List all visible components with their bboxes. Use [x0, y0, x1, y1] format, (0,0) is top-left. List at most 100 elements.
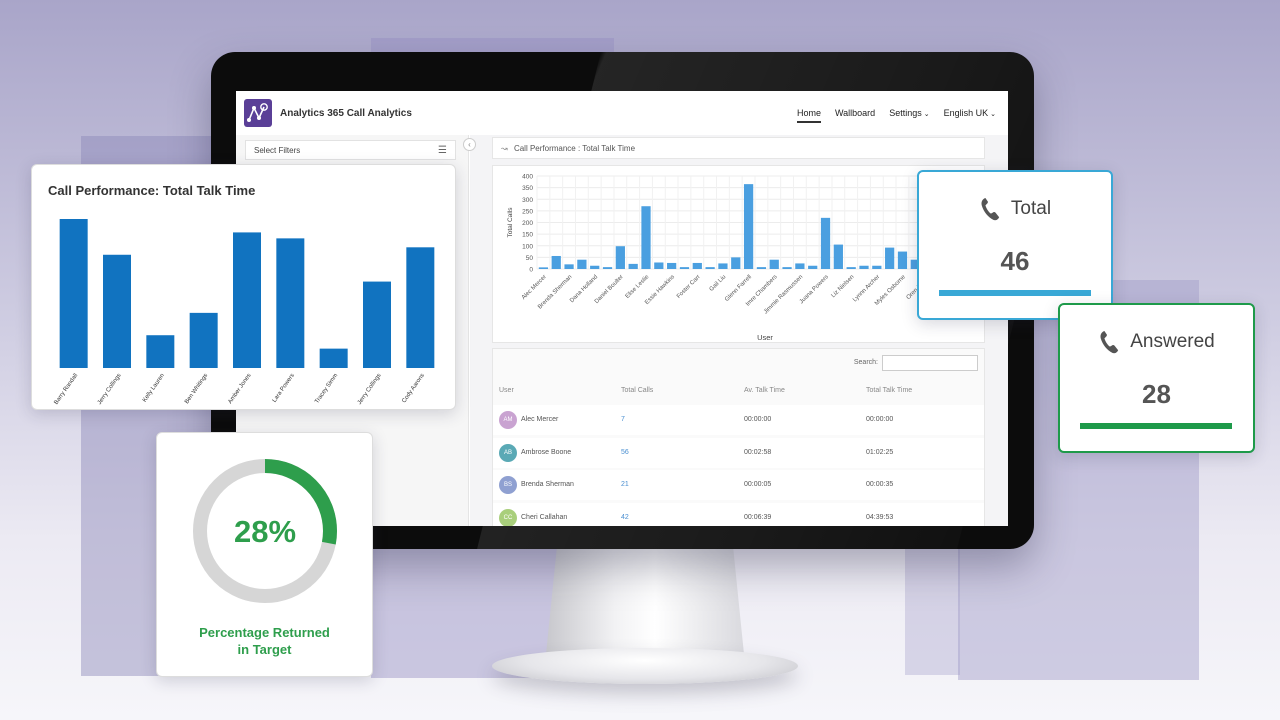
cell-total-calls[interactable]: 21: [621, 481, 629, 488]
bar: [872, 265, 882, 269]
talk-time-chart-panel: 0 50 100 150 200 250 300 350 400 Alec Mercer Brend…: [492, 165, 985, 343]
x-tick-label: Ben Whitings: [184, 373, 209, 405]
app-logo[interactable]: [244, 99, 272, 127]
total-bar: [939, 290, 1091, 296]
bar: [406, 247, 435, 368]
bar: [103, 254, 131, 368]
y-tick-label: 50: [526, 255, 534, 262]
cell-total: 04:39:53: [866, 513, 894, 521]
cell-user: Alec Mercer: [521, 416, 559, 423]
sliders-icon[interactable]: ☰: [438, 145, 447, 156]
kpi-header: Answered: [1060, 329, 1253, 355]
y-tick-label: 200: [522, 220, 533, 227]
nav-wallboard[interactable]: Wallboard: [835, 108, 876, 118]
bar: [628, 263, 638, 269]
cell-total: 00:00:00: [866, 416, 894, 423]
bar: [833, 244, 843, 269]
ring-progress: [193, 459, 337, 603]
ring-label-line2: in Target: [237, 642, 292, 657]
search-input[interactable]: [882, 355, 978, 371]
total-label: Total: [1010, 198, 1052, 219]
bar: [731, 257, 741, 269]
table-row[interactable]: CC Cheri Callahan 42 00:06:39 04:39:53: [493, 502, 984, 526]
table-row[interactable]: AM Alec Mercer 7 00:00:00 00:00:00: [493, 405, 984, 435]
chevron-left-icon[interactable]: ‹: [463, 138, 476, 151]
chart-header: ↝ Call Performance : Total Talk Time: [492, 137, 985, 159]
column-header[interactable]: Total Calls: [621, 387, 654, 394]
percentage-returned-card: 28% Percentage Returned in Target: [156, 432, 373, 677]
nav-home[interactable]: Home: [796, 108, 821, 123]
x-tick-label: Gail Liu: [709, 274, 728, 293]
bar: [679, 267, 690, 269]
answered-value: 28: [1142, 379, 1171, 409]
top-bar: Analytics 365 Call Analytics Home Wallboa…: [236, 91, 1008, 135]
avatar: BS: [499, 476, 517, 494]
percentage-ring: 28%: [193, 459, 337, 603]
main-nav: Home Wallboard Settings ⌄ English UK ⌄: [796, 108, 996, 123]
bar: [756, 267, 767, 269]
bar: [885, 247, 895, 269]
nav-settings[interactable]: Settings ⌄: [889, 108, 930, 118]
chart-header-title: Call Performance : Total Talk Time: [513, 144, 636, 153]
x-tick-label: Alec Mercer: [521, 274, 548, 301]
column-header[interactable]: Total Talk Time: [866, 387, 913, 394]
y-tick-label: 150: [522, 232, 533, 239]
y-axis-label: Total Calls: [507, 207, 514, 238]
column-header[interactable]: Av. Talk Time: [744, 387, 785, 394]
users-table: Search: User Total Calls Av. Talk Time Tota…: [492, 348, 985, 526]
bar: [846, 267, 856, 269]
x-axis-label: User: [757, 333, 773, 342]
bar: [590, 265, 600, 269]
bar: [319, 348, 348, 368]
bar: [551, 255, 561, 269]
y-tick-label: 400: [522, 174, 533, 181]
y-tick-label: 300: [522, 197, 533, 204]
bar: [705, 267, 715, 269]
cell-total-calls[interactable]: 7: [621, 416, 625, 423]
bar: [233, 232, 261, 368]
cell-user: Brenda Sherman: [521, 481, 574, 488]
bar: [859, 265, 869, 269]
bar: [743, 184, 754, 269]
ring-label-line1: Percentage Returned: [199, 625, 330, 640]
nav-english-uk[interactable]: English UK ⌄: [943, 108, 996, 118]
bar: [641, 206, 651, 269]
bar: [692, 262, 702, 269]
x-tick-label: Liz Nielsen: [831, 274, 856, 299]
app-screen: Analytics 365 Call Analytics Home Wallboa…: [236, 91, 1008, 526]
phone-icon: [1100, 331, 1119, 354]
table-row[interactable]: AB Ambrose Boone 56 00:02:58 01:02:25: [493, 437, 984, 468]
select-filters-box[interactable]: Select Filters ☰: [245, 140, 456, 160]
y-tick-label: 100: [522, 243, 533, 250]
y-tick-label: 0: [529, 267, 533, 274]
bar: [189, 312, 218, 368]
bar: [615, 246, 625, 269]
call-performance-bar-chart: Barry Randall Jerry Collings Kelly Lauren B…: [54, 219, 435, 406]
avatar: AM: [499, 411, 517, 429]
bar: [718, 263, 728, 269]
x-tick-label: Jerry Collings: [357, 373, 383, 406]
bar: [538, 267, 549, 269]
table-row[interactable]: BS Brenda Sherman 21 00:00:05 00:00:35: [493, 470, 984, 500]
phone-icon: [981, 198, 1000, 221]
bar: [910, 259, 920, 269]
kpi-header: Total: [919, 196, 1111, 222]
bar: [59, 219, 88, 368]
cell-user: Ambrose Boone: [521, 448, 572, 456]
column-header[interactable]: User: [499, 387, 514, 394]
cell-total-calls[interactable]: 42: [621, 513, 629, 521]
cell-avg: 00:00:05: [744, 481, 772, 488]
x-tick-label: Barry Randall: [54, 373, 80, 406]
bar: [146, 335, 175, 368]
logo-icon: [247, 103, 268, 122]
x-tick-label: Jerry Collings: [97, 373, 123, 406]
cell-total: 01:02:25: [866, 448, 894, 456]
main-content: ↝ Call Performance : Total Talk Time 0 50…: [470, 135, 1008, 526]
call-performance-title: Call Performance: Total Talk Time: [48, 183, 256, 198]
x-tick-label: Cody Aarons: [401, 373, 426, 405]
cell-total-calls[interactable]: 56: [621, 448, 629, 456]
avatar: CC: [499, 508, 517, 526]
avatar: AB: [499, 443, 517, 462]
cell-avg: 00:06:39: [744, 513, 772, 521]
